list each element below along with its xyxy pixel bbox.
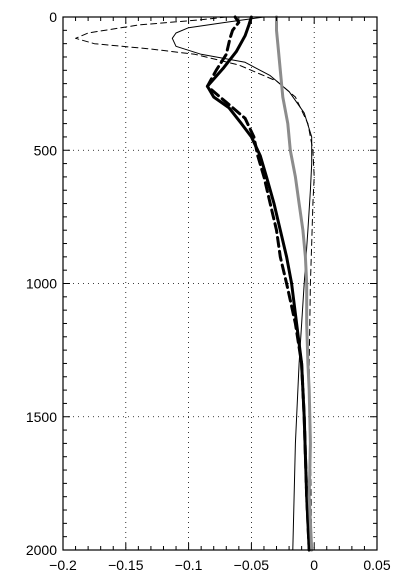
x-tick-label: −0.05 [234,557,270,573]
series-line-5 [275,15,314,552]
y-tick-label: 500 [34,142,58,158]
grid-lines [63,17,377,550]
x-tick-label: −0.2 [49,557,77,573]
x-tick-label: 0 [310,557,318,573]
x-tick-label: −0.1 [175,557,203,573]
y-tick-labels: 0 500 1000 1500 2000 [26,9,57,558]
y-tick-label: 0 [49,9,57,25]
series-lines [75,15,315,552]
y-tick-label: 1000 [26,276,57,292]
series-line-4 [205,15,311,552]
y-tick-label: 1500 [26,409,57,425]
series-line-2 [171,16,313,551]
x-tick-label: 0.05 [363,557,390,573]
x-tick-labels: −0.2 −0.15 −0.1 −0.05 0 0.05 [49,557,391,573]
x-tick-label: −0.15 [108,557,144,573]
plot-frame [62,16,378,551]
axis-ticks [62,16,378,551]
y-tick-label: 2000 [26,542,57,558]
